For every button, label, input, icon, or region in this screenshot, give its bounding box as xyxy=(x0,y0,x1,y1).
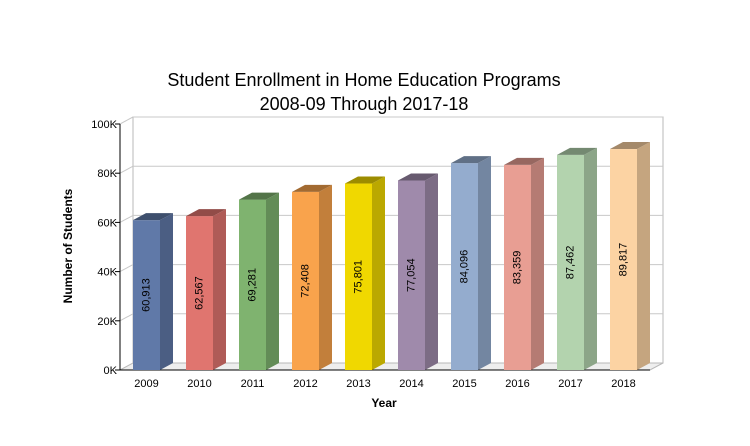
x-tick-label: 2015 xyxy=(452,378,476,390)
bar-data-label: 84,096 xyxy=(459,250,471,284)
x-tick-label: 2009 xyxy=(134,378,158,390)
x-tick-label: 2018 xyxy=(611,378,635,390)
x-tick-label: 2010 xyxy=(187,378,211,390)
bar-top xyxy=(186,209,226,217)
bar xyxy=(239,199,266,370)
x-tick-label: 2013 xyxy=(346,378,370,390)
bar-top xyxy=(451,156,491,164)
bar-top xyxy=(292,184,332,192)
plot-area: 0K 20K 40K 60K 80K 100K 60,913 2009 62,567 2010 69… xyxy=(91,116,664,390)
y-tick-label: 60K xyxy=(97,217,117,229)
bar-top xyxy=(610,142,650,150)
bar-top xyxy=(398,173,438,181)
bar xyxy=(557,154,584,370)
bar-side xyxy=(637,142,650,370)
y-tick-label: 100K xyxy=(91,119,117,131)
bar-top xyxy=(239,192,279,200)
bar xyxy=(133,220,160,370)
x-axis-title: Year xyxy=(371,396,397,410)
gridline-side xyxy=(119,116,134,125)
bar-top xyxy=(133,213,173,221)
bar-top xyxy=(504,157,544,165)
chart-title: Student Enrollment in Home Education Pro… xyxy=(167,70,560,90)
gridline-side xyxy=(119,264,134,273)
chart-subtitle: 2008-09 Through 2017-18 xyxy=(260,94,469,114)
x-tick-label: 2014 xyxy=(399,378,423,390)
bar-side xyxy=(160,213,173,370)
x-tick-label: 2011 xyxy=(241,378,265,390)
bar-data-label: 75,801 xyxy=(353,260,365,294)
bar xyxy=(451,163,478,370)
bar-top xyxy=(557,147,597,155)
bar xyxy=(504,164,531,370)
bar-top xyxy=(345,176,385,184)
bar-data-label: 72,408 xyxy=(300,264,312,298)
bar-side xyxy=(372,176,385,370)
bar-data-label: 62,567 xyxy=(194,276,206,310)
y-tick-label: 20K xyxy=(97,316,117,328)
bar xyxy=(292,191,319,370)
bar-data-label: 89,817 xyxy=(618,243,630,277)
bar-side xyxy=(425,173,438,370)
bar-data-label: 69,281 xyxy=(247,268,259,302)
bar-side xyxy=(584,147,597,370)
y-tick-label: 80K xyxy=(97,168,117,180)
bar-side xyxy=(266,192,279,370)
bar-data-label: 87,462 xyxy=(565,246,577,280)
bar-data-label: 60,913 xyxy=(141,278,153,312)
bar-data-label: 77,054 xyxy=(406,258,418,292)
bar-side xyxy=(213,209,226,370)
bar xyxy=(610,149,637,370)
gridline-side xyxy=(119,214,134,223)
gridline-side xyxy=(119,165,134,174)
bar xyxy=(398,180,425,370)
bar xyxy=(186,216,213,370)
gridline-side xyxy=(119,313,134,322)
bar-side xyxy=(319,184,332,370)
x-tick-label: 2016 xyxy=(505,378,529,390)
bar xyxy=(345,183,372,370)
bar-data-label: 83,359 xyxy=(512,251,524,285)
x-tick-label: 2017 xyxy=(558,378,582,390)
bar-side xyxy=(531,157,544,370)
bar-side xyxy=(478,156,491,370)
x-tick-label: 2012 xyxy=(293,378,317,390)
y-tick-label: 0K xyxy=(104,365,118,377)
y-axis-title: Number of Students xyxy=(61,188,75,303)
y-tick-label: 40K xyxy=(97,267,117,279)
